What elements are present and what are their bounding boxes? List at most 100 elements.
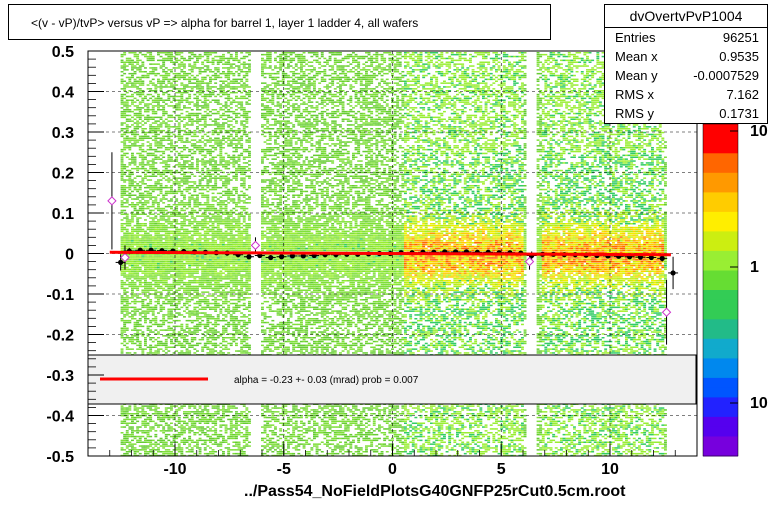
heatmap-cell — [139, 79, 142, 81]
heatmap-cell — [347, 54, 350, 56]
heatmap-cell — [396, 71, 399, 73]
heatmap-cell — [316, 75, 319, 77]
heatmap-cell — [461, 77, 464, 79]
heatmap-cell — [466, 60, 469, 62]
heatmap-cell — [214, 52, 217, 54]
heatmap-cell — [310, 52, 313, 54]
heatmap-cell — [214, 77, 217, 79]
heatmap-cell — [503, 62, 506, 64]
heatmap-cell — [547, 58, 550, 60]
heatmap-cell — [563, 60, 566, 62]
heatmap-cell — [269, 67, 272, 69]
heatmap-cell — [318, 73, 321, 75]
heatmap-cell — [425, 63, 428, 65]
heatmap-cell — [248, 54, 251, 56]
heatmap-cell — [448, 67, 451, 69]
heatmap-cell — [586, 73, 589, 75]
heatmap-cell — [261, 58, 264, 60]
heatmap-cell — [227, 79, 230, 81]
heatmap-cell — [157, 79, 160, 81]
heatmap-cell — [323, 65, 326, 67]
heatmap-cell — [214, 60, 217, 62]
heatmap-cell — [479, 54, 482, 56]
heatmap-cell — [290, 77, 293, 79]
heatmap-cell — [230, 71, 233, 73]
heatmap-cell — [542, 79, 545, 81]
heatmap-cell — [219, 60, 222, 62]
heatmap-cell — [193, 79, 196, 81]
heatmap-cell — [297, 73, 300, 75]
heatmap-cell — [331, 54, 334, 56]
heatmap-cell — [149, 54, 152, 56]
heatmap-cell — [149, 58, 152, 60]
heatmap-cell — [206, 60, 209, 62]
heatmap-cell — [446, 62, 449, 64]
heatmap-cell — [316, 54, 319, 56]
heatmap-cell — [329, 52, 332, 54]
heatmap-cell — [245, 52, 248, 54]
heatmap-cell — [401, 71, 404, 73]
heatmap-cell — [131, 65, 134, 67]
heatmap-cell — [212, 60, 215, 62]
heatmap-cell — [544, 54, 547, 56]
heatmap-cell — [537, 54, 540, 56]
heatmap-cell — [451, 77, 454, 79]
heatmap-cell — [466, 69, 469, 71]
heatmap-cell — [180, 82, 183, 84]
heatmap-cell — [412, 65, 415, 67]
heatmap-cell — [375, 56, 378, 58]
heatmap-cell — [568, 67, 571, 69]
heatmap-cell — [126, 58, 129, 60]
heatmap-cell — [342, 67, 345, 69]
heatmap-cell — [552, 73, 555, 75]
heatmap-cell — [287, 63, 290, 65]
heatmap-cell — [162, 77, 165, 79]
heatmap-cell — [339, 69, 342, 71]
heatmap-cell — [180, 75, 183, 77]
heatmap-cell — [576, 62, 579, 64]
heatmap-cell — [284, 73, 287, 75]
heatmap-cell — [321, 54, 324, 56]
heatmap-cell — [277, 56, 280, 58]
heatmap-cell — [503, 69, 506, 71]
heatmap-cell — [232, 75, 235, 77]
heatmap-cell — [498, 69, 501, 71]
heatmap-cell — [279, 67, 282, 69]
heatmap-cell — [178, 79, 181, 81]
heatmap-cell — [594, 73, 597, 75]
heatmap-cell — [287, 75, 290, 77]
heatmap-cell — [368, 77, 371, 79]
heatmap-cell — [459, 69, 462, 71]
heatmap-cell — [271, 69, 274, 71]
heatmap-cell — [162, 52, 165, 54]
heatmap-cell — [277, 67, 280, 69]
heatmap-cell — [282, 63, 285, 65]
heatmap-cell — [347, 79, 350, 81]
heatmap-cell — [469, 58, 472, 60]
heatmap-cell — [583, 79, 586, 81]
heatmap-cell — [183, 73, 186, 75]
heatmap-cell — [310, 77, 313, 79]
heatmap-cell — [464, 54, 467, 56]
heatmap-cell — [394, 60, 397, 62]
heatmap-cell — [331, 81, 334, 83]
heatmap-cell — [245, 75, 248, 77]
heatmap-cell — [459, 60, 462, 62]
heatmap-cell — [560, 79, 563, 81]
heatmap-cell — [344, 58, 347, 60]
heatmap-cell — [277, 71, 280, 73]
heatmap-cell — [451, 81, 454, 83]
heatmap-cell — [183, 58, 186, 60]
heatmap-cell — [407, 52, 410, 54]
heatmap-cell — [378, 63, 381, 65]
heatmap-cell — [303, 73, 306, 75]
heatmap-cell — [386, 52, 389, 54]
heatmap-cell — [152, 79, 155, 81]
heatmap-cell — [498, 65, 501, 67]
heatmap-cell — [503, 77, 506, 79]
heatmap-cell — [563, 79, 566, 81]
heatmap-cell — [396, 65, 399, 67]
heatmap-cell — [511, 69, 514, 71]
heatmap-cell — [576, 58, 579, 60]
heatmap-cell — [563, 75, 566, 77]
